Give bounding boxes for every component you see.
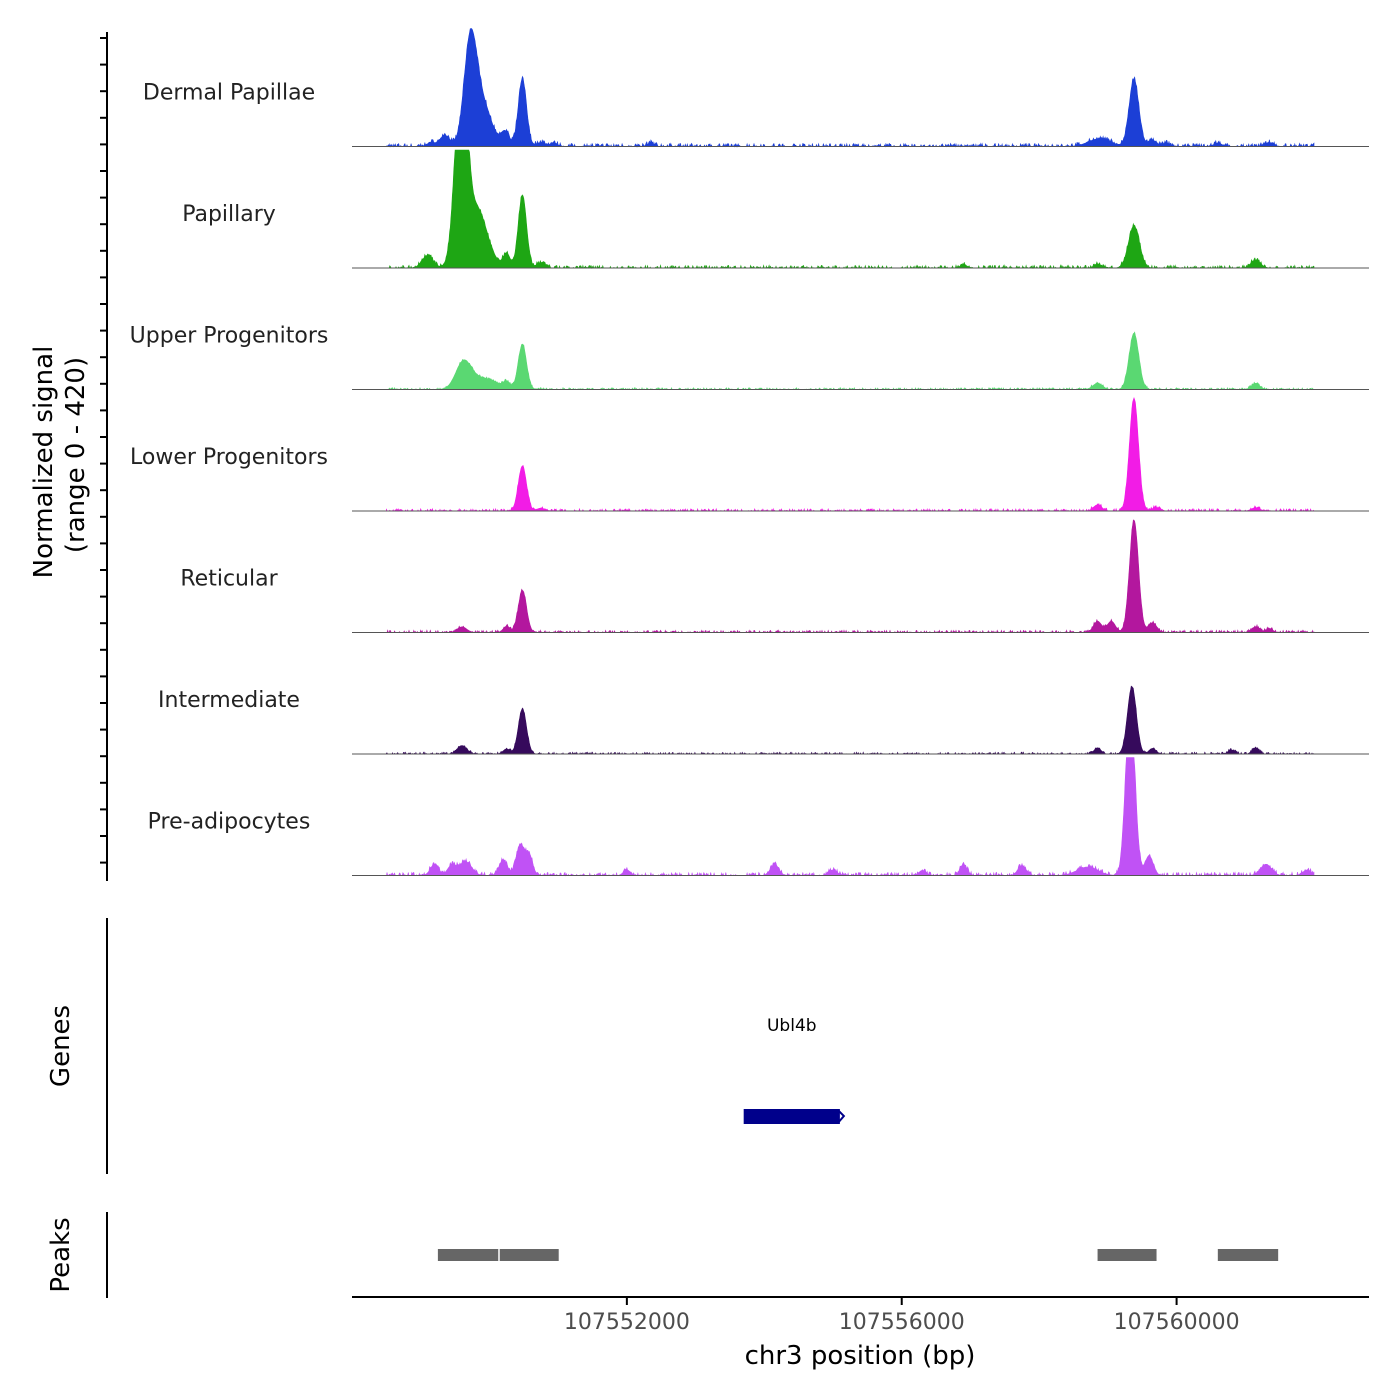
track-label: Dermal Papillae	[143, 81, 315, 106]
track-reticular: Reticular	[180, 519, 1369, 634]
signal-y-axis	[100, 32, 108, 881]
track-label: Intermediate	[158, 688, 300, 713]
gene-annotations: Ubl4b	[743, 1016, 846, 1124]
track-signal-area	[386, 28, 1315, 148]
track-signal-area	[385, 149, 1315, 270]
track-lower-progenitors: Lower Progenitors	[130, 396, 1369, 512]
track-signal-area	[386, 331, 1315, 391]
peaks-panel-label: Peaks	[46, 1217, 76, 1292]
track-signal-area	[386, 396, 1315, 512]
track-signal-area	[386, 519, 1315, 634]
track-label: Upper Progenitors	[130, 324, 329, 349]
x-tick-label: 107552000	[564, 1310, 690, 1335]
gene-body	[743, 1109, 840, 1124]
genes-panel-label: Genes	[46, 1005, 76, 1087]
track-upper-progenitors: Upper Progenitors	[130, 324, 1369, 391]
x-axis-ticks: 107552000 107556000 107560000	[564, 1297, 1240, 1335]
x-tick-label: 107560000	[1114, 1310, 1240, 1335]
x-tick-label: 107556000	[839, 1310, 965, 1335]
track-papillary: Papillary	[182, 149, 1369, 270]
peak-regions	[437, 1249, 1279, 1261]
x-axis-title: chr3 position (bp)	[745, 1341, 976, 1371]
signal-tracks: Dermal Papillae Papillary Upper Progenitor…	[130, 28, 1369, 877]
peak-region-bar	[1097, 1249, 1157, 1261]
track-label: Pre-adipocytes	[148, 810, 311, 835]
track-label: Reticular	[180, 567, 278, 592]
track-signal-area	[386, 685, 1315, 755]
y-axis-title-line1: Normalized signal	[29, 346, 59, 579]
peak-region-bar	[1217, 1249, 1279, 1261]
gene-label: Ubl4b	[767, 1016, 817, 1036]
peak-region-bar	[499, 1249, 559, 1261]
y-axis-title-line2: (range 0 - 420)	[61, 357, 91, 553]
track-dermal-papillae: Dermal Papillae	[143, 28, 1369, 148]
peak-region-bar	[437, 1249, 499, 1261]
track-pre-adipocytes: Pre-adipocytes	[148, 757, 1369, 877]
track-intermediate: Intermediate	[158, 685, 1369, 755]
gene-strand-arrow	[837, 1109, 846, 1124]
track-label: Papillary	[182, 202, 276, 227]
track-label: Lower Progenitors	[130, 445, 328, 470]
track-signal-area	[386, 757, 1315, 877]
